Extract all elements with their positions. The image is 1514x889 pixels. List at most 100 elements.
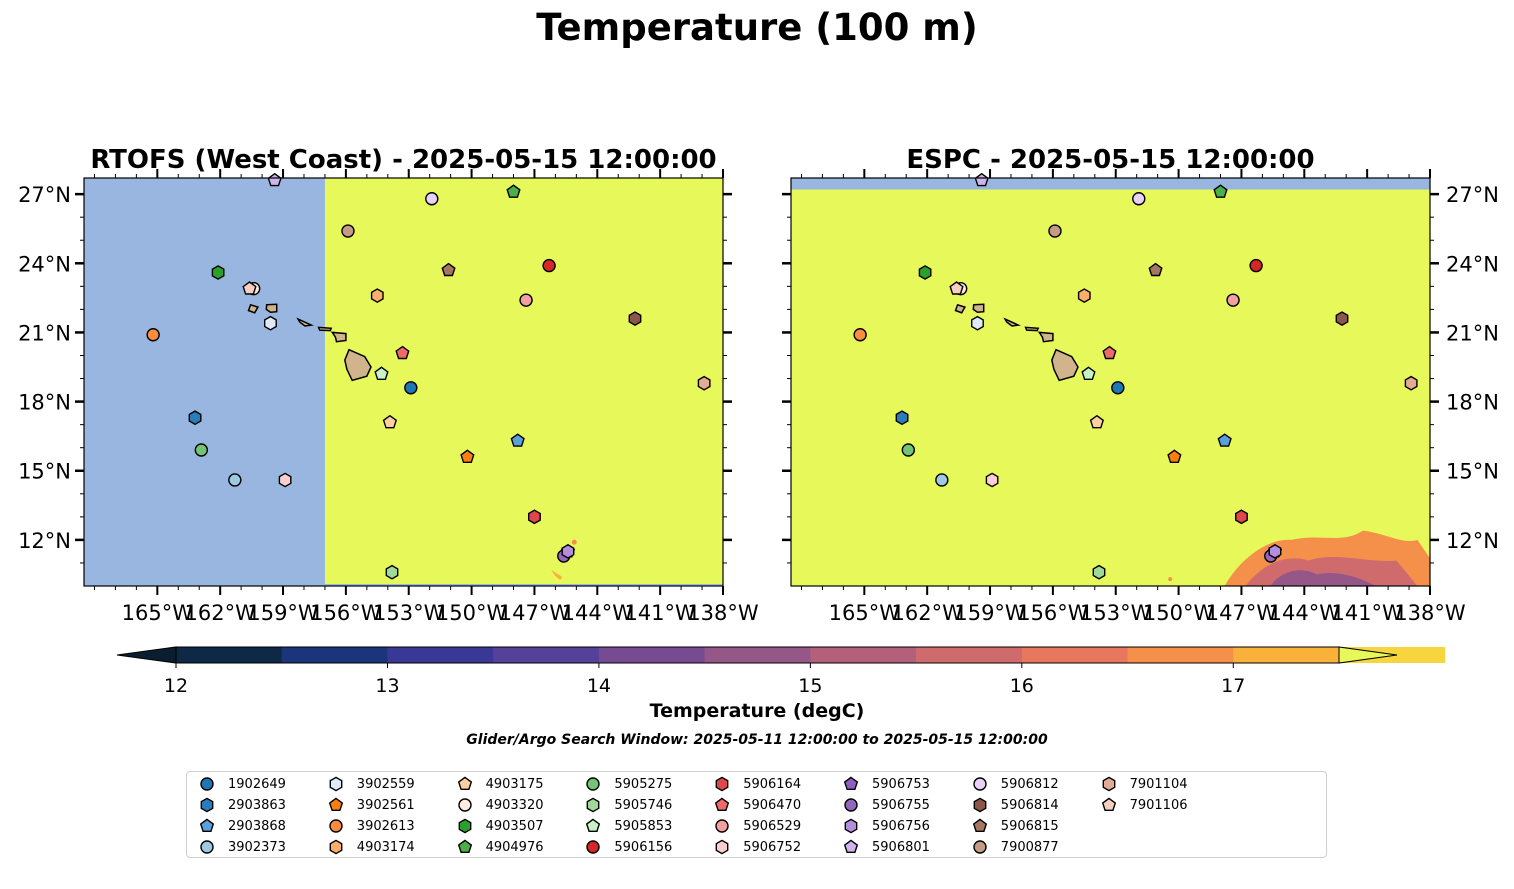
- legend-label: 7901106: [1129, 797, 1188, 813]
- legend-marker-shape: [586, 840, 601, 854]
- float-marker-5905746: [1092, 564, 1106, 580]
- legend-marker-shape: [586, 818, 601, 833]
- legend-marker-shape: [200, 777, 214, 791]
- colorbar-tick-label: 17: [1221, 675, 1245, 697]
- float-marker-3902613: [146, 328, 160, 342]
- lat-tick-label: 12°N: [1446, 529, 1499, 553]
- map-frame: [790, 177, 1431, 587]
- colorbar-bin: [493, 647, 600, 663]
- float-marker-5906470: [395, 345, 410, 360]
- legend-label: 5905746: [614, 797, 673, 813]
- legend-marker-shape: [329, 839, 343, 855]
- legend-marker-shape: [715, 839, 729, 855]
- colorbar-bin: [916, 647, 1023, 663]
- float-marker-5905853: [374, 366, 389, 380]
- search-window-text: Glider/Argo Search Window: 2025-05-11 12…: [466, 732, 1048, 748]
- float-marker-2903868: [1217, 433, 1232, 447]
- legend-marker-shape: [844, 798, 858, 812]
- lon-tick-label: 165°W: [829, 601, 901, 625]
- legend-marker: [843, 839, 859, 854]
- lon-tick-label: 156°W: [1017, 601, 1089, 625]
- float-marker-5906752: [278, 472, 292, 488]
- float-marker-5906814: [1335, 311, 1349, 327]
- legend-item: 5905275: [584, 774, 672, 794]
- legend-marker: [200, 840, 214, 854]
- lon-tick-label: 153°W: [1080, 601, 1152, 625]
- legend-label: 2903863: [228, 797, 286, 813]
- panel-title: RTOFS (West Coast) - 2025-05-15 12:00:00: [90, 145, 716, 175]
- float-marker-3902559: [971, 315, 984, 331]
- colorbar-tick-label: 12: [164, 675, 188, 697]
- legend-marker: [843, 776, 859, 791]
- legend-label: 5906470: [743, 797, 802, 813]
- legend-marker: [586, 840, 601, 854]
- legend-marker-shape: [199, 818, 215, 833]
- legend-item: 5906753: [842, 774, 930, 794]
- legend-item: 5906164: [713, 774, 801, 794]
- legend-marker: [715, 797, 730, 812]
- legend-item: 5905853: [584, 816, 672, 836]
- lon-tick-label: 138°W: [1394, 601, 1466, 625]
- legend-marker: [972, 818, 987, 833]
- temperature-field: [324, 178, 723, 584]
- float-marker-4903507: [211, 265, 225, 280]
- lon-tick-label: 150°W: [1143, 601, 1215, 625]
- legend-label: 4903320: [485, 797, 544, 813]
- island-shape: [317, 326, 333, 332]
- legend-label: 5906812: [1000, 776, 1059, 792]
- legend-item: 5906801: [842, 837, 930, 857]
- lat-tick-label: 24°N: [1446, 252, 1499, 276]
- legend-marker: [200, 797, 214, 813]
- legend-marker-shape: [1102, 776, 1115, 792]
- legend-label: 3902613: [356, 818, 415, 834]
- lon-tick-label: 141°W: [624, 601, 696, 625]
- float-marker-5906801: [267, 172, 282, 187]
- float-marker-2903868: [510, 433, 525, 447]
- lon-tick-label: 156°W: [310, 601, 382, 625]
- lat-tick-label: 24°N: [18, 252, 71, 276]
- float-marker-5905275: [901, 443, 916, 457]
- legend-marker: [715, 776, 729, 792]
- legend-item: 5905746: [584, 795, 672, 815]
- legend-item: 7901104: [1100, 774, 1188, 794]
- island-shape: [247, 303, 260, 314]
- legend-marker-shape: [200, 797, 214, 813]
- float-marker-2903863: [188, 410, 202, 426]
- legend-marker-shape: [972, 818, 987, 833]
- island-shape: [330, 331, 347, 343]
- float-marker-7900877: [341, 224, 355, 238]
- colorbar-tick-label: 16: [1010, 675, 1034, 697]
- legend-marker-shape: [457, 776, 472, 791]
- float-marker-5906156: [1249, 258, 1263, 273]
- legend-label: 7900877: [1000, 839, 1059, 855]
- float-marker-3902561: [460, 449, 475, 463]
- legend-marker: [586, 777, 601, 791]
- legend-marker-shape: [1101, 797, 1116, 812]
- warm-patch: [571, 539, 577, 545]
- colorbar-bin: [176, 647, 283, 663]
- legend-item: 5906470: [713, 795, 801, 815]
- map-panel-espc: 165°W162°W159°W156°W153°W150°W147°W144°W…: [782, 145, 1499, 625]
- lat-tick-label: 21°N: [1446, 321, 1499, 345]
- lat-tick-label: 21°N: [18, 321, 71, 345]
- legend-label: 1902649: [228, 776, 286, 792]
- float-marker-5906812: [1132, 192, 1146, 206]
- float-marker-7901106: [242, 281, 257, 295]
- legend-label: 5906755: [872, 797, 930, 813]
- legend-item: 5906756: [842, 816, 930, 836]
- legend-marker-shape: [843, 776, 859, 791]
- float-marker-1902649: [1111, 381, 1125, 395]
- island-shape: [1037, 331, 1054, 343]
- legend-marker-shape: [586, 797, 600, 813]
- legend-item: 5906812: [971, 774, 1059, 794]
- float-marker-3902373: [935, 473, 949, 487]
- legend-marker: [1101, 797, 1116, 812]
- island-shape: [344, 348, 372, 382]
- legend-item: 4903174: [327, 837, 415, 857]
- lon-tick-label: 144°W: [1269, 601, 1341, 625]
- cool-water-patch: [1168, 530, 1430, 586]
- float-marker-7901104: [1404, 375, 1418, 391]
- float-marker-3902561: [1167, 449, 1182, 463]
- legend-item: 5906156: [584, 837, 672, 857]
- lat-tick-label: 27°N: [18, 183, 71, 207]
